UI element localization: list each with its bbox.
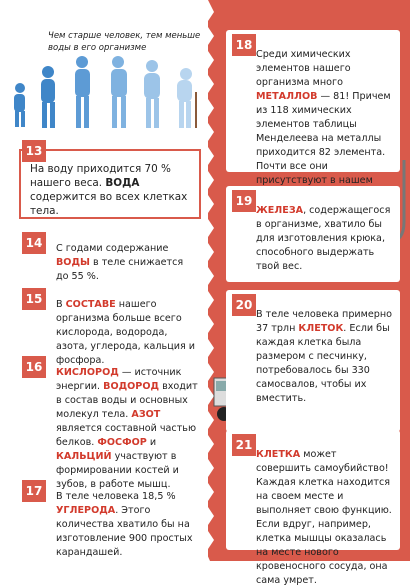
caption: Чем старше человек, тем меньше воды в ег… — [48, 31, 201, 53]
text-span: входит в состав воды и основных молекул … — [56, 381, 198, 420]
fact-number: 15 — [22, 288, 46, 310]
text-span: В — [56, 299, 66, 310]
text-span: в теле снижается до 55 %. — [56, 257, 184, 282]
fact-number: 19 — [232, 190, 256, 212]
accent-word: ВОДА — [105, 177, 140, 189]
fact-text: В теле человека примерно 37 трлн КЛЕТОК.… — [256, 308, 394, 406]
accent-word: ВОДОРОД — [103, 381, 160, 392]
fact-number: 14 — [22, 232, 46, 254]
text-span: содержится во всех клетках тела. — [30, 191, 188, 217]
accent-word: КАЛЬЦИЙ — [56, 451, 112, 462]
fact-number: 17 — [22, 480, 46, 502]
fact-box — [19, 149, 201, 219]
accent-word: ВОДЫ — [56, 257, 90, 268]
torn-edge — [200, 0, 214, 561]
accent-word: ЖЕЛЕЗА — [256, 205, 304, 216]
text-span: . Этого количества хватило бы на изготов… — [56, 505, 193, 558]
figures — [14, 56, 197, 128]
text-span: На воду приходится 70 % нашего веса. — [30, 163, 171, 189]
fact-text: Среди химических элементов нашего органи… — [256, 48, 394, 202]
text-span: является составной частью белков. — [56, 423, 197, 448]
fact-card: 19 ЖЕЛЕЗА, содержащегося в организме, хва… — [226, 186, 400, 282]
text-span: С годами содержание — [56, 243, 169, 254]
text-span: Среди химических элементов нашего органи… — [256, 49, 351, 88]
accent-word: КЛЕТКА — [256, 449, 301, 460]
fact-number: 20 — [232, 294, 256, 316]
text-span: — источник энергии. — [56, 367, 182, 392]
fact-number: 16 — [22, 356, 46, 378]
fact-text: На воду приходится 70 % нашего веса. ВОД… — [30, 162, 188, 218]
accent-word: УГЛЕРОДА — [56, 505, 116, 516]
fact-number: 18 — [232, 34, 256, 56]
text-span: В теле человека примерно 37 трлн — [256, 309, 393, 334]
fact-text: С годами содержание ВОДЫ в теле снижаетс… — [56, 242, 198, 284]
accent-word: АЗОТ — [131, 409, 161, 420]
text-span: и — [146, 437, 157, 448]
accent-word: ФОСФОР — [97, 437, 147, 448]
page: Чем старше человек, тем меньше воды в ег… — [14, 0, 410, 586]
fact-number: 21 — [232, 434, 256, 456]
fact-text: ЖЕЛЕЗА, содержащегося в организме, хвати… — [256, 204, 394, 274]
accent-word: КИСЛОРОД — [56, 367, 119, 378]
accent-word: МЕТАЛЛОВ — [256, 91, 318, 102]
fact-number: 13 — [22, 140, 46, 162]
text-span: . Если бы каждая клетка была размером с … — [256, 323, 390, 404]
fact-card: 18 Среди химических элементов нашего орга… — [226, 30, 400, 200]
fact-text: КИСЛОРОД — источник энергии. ВОДОРОД вхо… — [56, 366, 198, 492]
fact-card: 21 КЛЕТКА может совершить самоубийство! К… — [226, 430, 400, 586]
fact-card: 20 В теле человека примерно 37 трлн КЛЕТО… — [226, 290, 400, 432]
text-span: может совершить самоубийство! Каждая кле… — [256, 449, 392, 586]
fact-text: КЛЕТКА может совершить самоубийство! Каж… — [256, 448, 394, 588]
text-span: участвуют в формировании костей и зубов,… — [56, 451, 179, 490]
text-span: нашего организма больше всего кислорода,… — [56, 299, 196, 366]
fact-text: В теле человека 18,5 % УГЛЕРОДА. Этого к… — [56, 490, 198, 560]
accent-word: КЛЕТОК — [298, 323, 344, 334]
accent-word: СОСТАВЕ — [65, 299, 116, 310]
fact-text: В СОСТАВЕ нашего организма больше всего … — [56, 298, 198, 368]
text-span: , содержащегося в организме, хватило бы … — [256, 205, 391, 272]
text-span: — 81! Причем из 118 химических элементов… — [256, 91, 391, 200]
text-span: В теле человека 18,5 % — [56, 491, 176, 502]
